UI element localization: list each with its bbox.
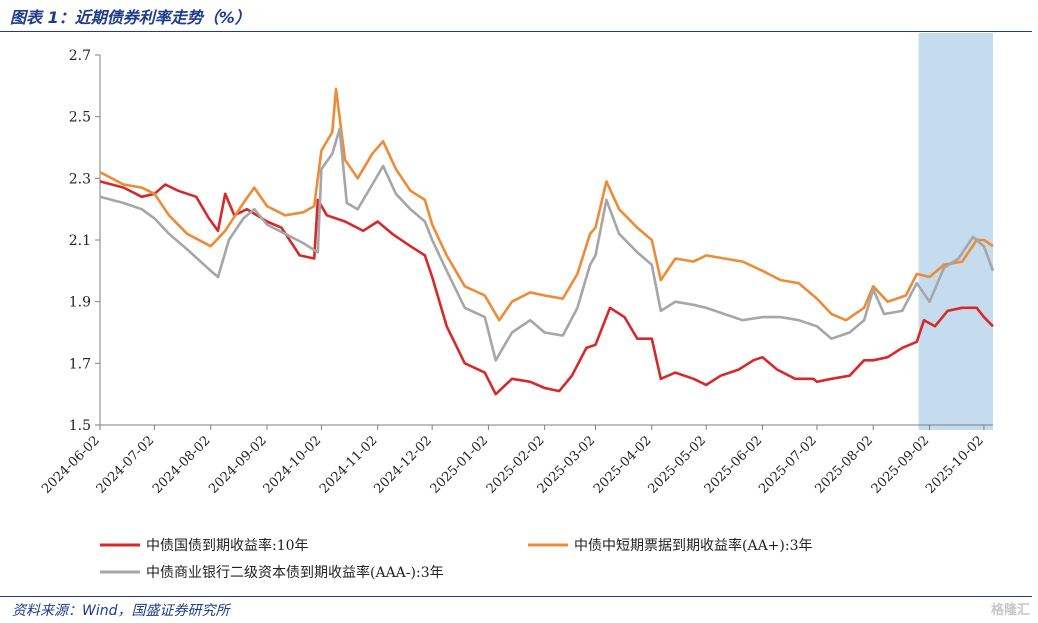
y-tick-label: 2.7 (69, 48, 91, 64)
x-tick-label: 2025-06-02 (702, 433, 766, 497)
x-axis-ticks: 2024-06-022024-07-022024-08-022024-09-02… (39, 425, 987, 497)
x-tick-label: 2025-08-02 (812, 433, 876, 497)
series-line-3 (99, 127, 995, 362)
x-tick-label: 2025-05-02 (645, 433, 709, 497)
y-axis-ticks: 2.7 2.5 2.3 2.1 1.9 1.7 1.5 (69, 48, 100, 434)
x-tick-label: 2025-09-02 (869, 433, 933, 497)
y-tick-label: 1.9 (69, 295, 91, 311)
x-tick-label: 2025-07-02 (756, 433, 820, 497)
x-tick-label: 2024-10-02 (261, 433, 325, 497)
y-tick-label: 1.7 (69, 356, 91, 372)
source-note: 资料来源：Wind，国盛证券研究所 (12, 603, 230, 619)
axes (99, 55, 993, 426)
legend-label: 中债商业银行二级资本债到期收益率(AAA-):3年 (146, 564, 444, 581)
title-rule (0, 31, 1032, 32)
x-tick-label: 2024-09-02 (206, 433, 270, 497)
highlight-band (918, 33, 993, 430)
highlight-band-layer (918, 33, 993, 430)
x-tick-label: 2024-12-02 (371, 433, 435, 497)
x-tick-label: 2024-08-02 (150, 433, 214, 497)
x-tick-label: 2024-11-02 (317, 433, 381, 497)
y-tick-label: 1.5 (69, 418, 91, 434)
x-tick-label: 2024-07-02 (94, 433, 158, 497)
series-lines (99, 87, 995, 396)
watermark: 格隆汇 (990, 603, 1030, 618)
y-tick-label: 2.5 (69, 110, 91, 126)
y-tick-label: 2.3 (69, 171, 91, 187)
legend-label: 中债国债到期收益率:10年 (146, 537, 309, 554)
y-tick-label: 2.1 (69, 233, 91, 249)
x-tick-label: 2025-10-02 (923, 433, 987, 497)
legend: 中债国债到期收益率:10年 中债中短期票据到期收益率(AA+):3年中债商业银行二… (100, 537, 813, 581)
series-line-1 (99, 180, 994, 396)
x-tick-label: 2024-06-02 (39, 433, 103, 497)
x-tick-label: 2025-01-02 (428, 433, 492, 497)
figure-title: 图表 1：近期债券利率走势（%） (10, 8, 251, 27)
series-line-2 (99, 87, 994, 322)
line-chart: 2.7 2.5 2.3 2.1 1.9 1.7 1.5 2024-06-022024-07-… (39, 33, 995, 581)
source-rule (0, 596, 1032, 597)
legend-label: 中债中短期票据到期收益率(AA+):3年 (574, 537, 813, 554)
x-tick-label: 2025-04-02 (591, 433, 655, 497)
